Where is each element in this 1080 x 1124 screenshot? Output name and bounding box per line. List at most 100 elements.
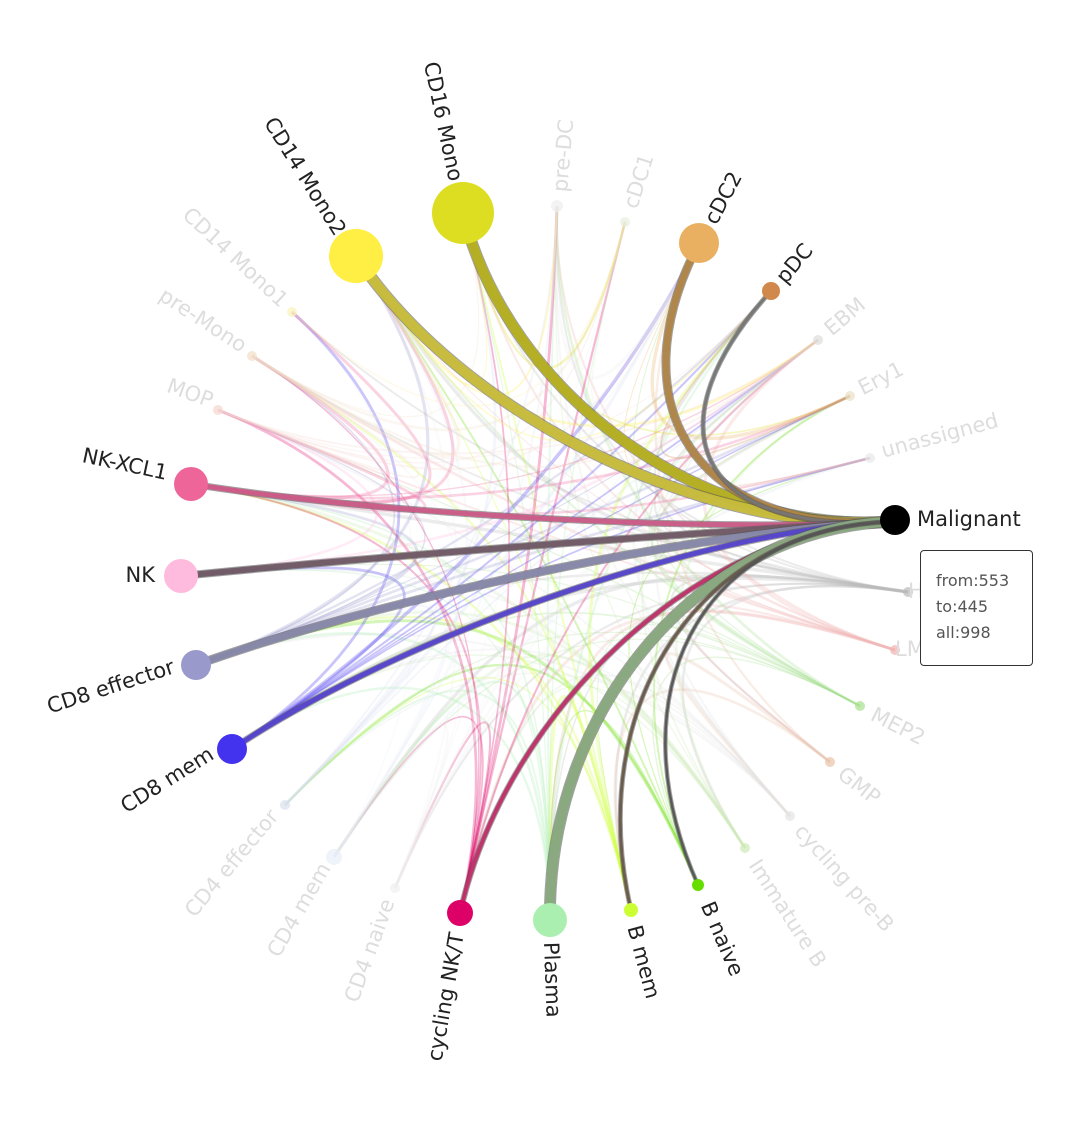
node-cd14-mono2[interactable]: CD14 Mono2: [259, 113, 383, 283]
background-link: [702, 338, 896, 652]
node-circle[interactable]: [825, 757, 835, 767]
background-link: [217, 355, 419, 479]
node-circle[interactable]: [217, 734, 247, 764]
background-link: [393, 338, 819, 889]
background-link: [555, 205, 861, 708]
node-cd8-mem[interactable]: CD8 mem: [116, 734, 247, 818]
node-cd4-effector[interactable]: CD4 effector: [180, 800, 290, 922]
background-link: [554, 205, 701, 380]
link-malignant-b-naive[interactable]: [663, 519, 886, 886]
background-link: [332, 653, 747, 858]
node-circle[interactable]: [533, 903, 567, 937]
link-malignant-pdc[interactable]: [700, 289, 886, 526]
node-mep2[interactable]: MEP2: [855, 701, 929, 750]
node-circle[interactable]: [890, 645, 900, 655]
node-circle[interactable]: [785, 811, 795, 821]
node-pre-mono[interactable]: pre-Mono: [155, 283, 257, 361]
background-link: [190, 482, 482, 914]
node-circle[interactable]: [620, 217, 630, 227]
background-link: [217, 339, 819, 455]
node-circle[interactable]: [551, 200, 563, 212]
background-link: [251, 221, 627, 432]
tooltip-from: from:553: [936, 571, 1010, 590]
background-link: [554, 205, 791, 817]
node-circle[interactable]: [181, 650, 211, 680]
node-lmpp[interactable]: LM: [890, 637, 925, 661]
node-cd14-mono1[interactable]: CD14 Mono1: [178, 203, 297, 317]
node-cdc2[interactable]: cDC2: [679, 168, 747, 263]
node-nk[interactable]: NK: [126, 559, 198, 593]
node-circle[interactable]: [174, 467, 208, 501]
background-link: [623, 242, 871, 490]
background-link: [284, 689, 551, 921]
node-circle[interactable]: [329, 229, 383, 283]
background-link: [670, 574, 909, 763]
node-b-naive[interactable]: B naive: [692, 879, 749, 980]
node-circle[interactable]: [280, 800, 290, 810]
background-link: [190, 483, 551, 921]
node-circle[interactable]: [692, 879, 704, 891]
malignant-links: [180, 211, 886, 921]
background-link: [284, 212, 497, 806]
node-unassigned[interactable]: unassigned: [865, 408, 1001, 463]
node-pre-dc[interactable]: pre-DC: [548, 118, 578, 212]
node-label: pre-Mono: [155, 283, 251, 357]
node-circle[interactable]: [164, 559, 198, 593]
background-link: [332, 255, 469, 858]
node-nk-xcl1[interactable]: NK-XCL1: [80, 443, 208, 501]
node-circle[interactable]: [880, 505, 910, 535]
background-link: [458, 610, 896, 914]
node-cd4-naive[interactable]: CD4 naive: [340, 883, 400, 1005]
node-ebm[interactable]: EBM: [813, 293, 870, 345]
node-circle[interactable]: [740, 843, 750, 853]
background-link: [231, 457, 871, 750]
node-label: pDC: [771, 239, 818, 288]
node-circle[interactable]: [432, 182, 494, 244]
node-cycling-nk-t[interactable]: cycling NK/T: [423, 900, 473, 1063]
background-link: [251, 255, 461, 458]
node-cd4-mem[interactable]: CD4 mem: [262, 849, 342, 961]
node-malignant[interactable]: Malignant: [880, 505, 1021, 535]
node-circle[interactable]: [213, 405, 223, 415]
node-pdc[interactable]: pDC: [762, 239, 818, 300]
node-mop[interactable]: MOP: [164, 374, 223, 415]
background-link: [458, 221, 627, 914]
background-link: [393, 582, 909, 889]
node-circle[interactable]: [679, 223, 719, 263]
background-link: [195, 409, 426, 666]
node-circle[interactable]: [390, 883, 400, 893]
background-link: [231, 395, 851, 750]
node-ery1[interactable]: Ery1: [845, 357, 907, 401]
background-link: [195, 255, 430, 667]
node-circle[interactable]: [855, 701, 865, 711]
background-link: [614, 584, 909, 911]
link-malignant-cd8-mem[interactable]: [230, 518, 886, 752]
node-circle[interactable]: [247, 351, 257, 361]
node-circle[interactable]: [865, 453, 875, 463]
node-circle[interactable]: [287, 307, 297, 317]
node-cd16-mono[interactable]: CD16 Mono: [419, 60, 494, 244]
background-link: [641, 339, 819, 849]
node-cd8-effector[interactable]: CD8 effector: [44, 650, 211, 718]
node-label: Plasma: [539, 942, 566, 1018]
node-cdc1[interactable]: cDC1: [619, 151, 659, 227]
node-circle[interactable]: [326, 849, 342, 865]
node-circle[interactable]: [813, 335, 823, 345]
node-circle[interactable]: [903, 587, 913, 597]
node-plasma[interactable]: Plasma: [533, 903, 567, 1018]
node-b-mem[interactable]: B mem: [622, 903, 665, 1001]
node-label: pre-DC: [548, 118, 578, 193]
node-circle[interactable]: [762, 282, 780, 300]
background-link: [393, 394, 851, 889]
node-circle[interactable]: [845, 391, 855, 401]
tooltip-to: to:445: [936, 597, 988, 616]
node-h[interactable]: H: [903, 579, 924, 603]
node-label: NK-XCL1: [80, 443, 169, 484]
node-circle[interactable]: [447, 900, 473, 926]
background-link: [284, 676, 632, 911]
background-link: [217, 242, 700, 471]
node-circle[interactable]: [624, 903, 638, 917]
node-gmp[interactable]: GMP: [825, 757, 885, 810]
background-link: [653, 290, 909, 594]
